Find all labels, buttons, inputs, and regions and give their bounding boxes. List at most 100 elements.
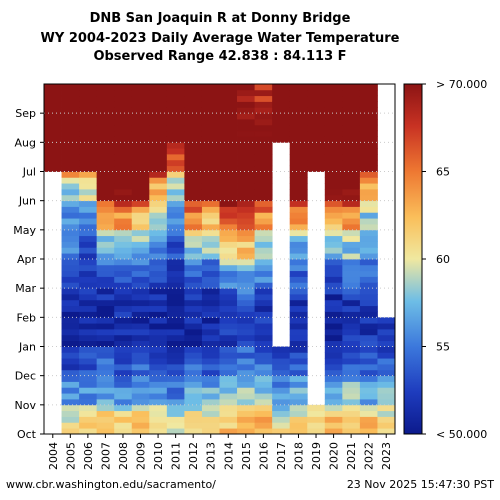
heatmap-cell (96, 264, 115, 272)
heatmap-cell (79, 159, 98, 167)
heatmap-cell (307, 130, 326, 137)
heatmap-cell (219, 95, 238, 102)
heatmap-cell (114, 410, 133, 417)
heatmap-cell (307, 148, 326, 155)
heatmap-cell (289, 340, 308, 347)
heatmap-cell (131, 171, 150, 178)
y-tick-label: Oct (17, 428, 37, 441)
heatmap-cell (166, 229, 185, 237)
heatmap-cell (166, 159, 185, 167)
heatmap-cell (272, 136, 291, 143)
heatmap-cell (307, 410, 326, 417)
heatmap-cell (237, 323, 255, 330)
heatmap-cell (324, 428, 343, 435)
heatmap-cell (254, 387, 273, 394)
heatmap-cell (79, 369, 98, 377)
heatmap-cell (166, 247, 185, 254)
heatmap-cell (79, 253, 98, 260)
heatmap-cell (219, 340, 238, 347)
heatmap-cell (96, 206, 115, 213)
heatmap-cell (289, 206, 308, 213)
heatmap-cell (377, 329, 396, 336)
heatmap-cell (96, 294, 115, 301)
heatmap-cell (61, 171, 80, 178)
heatmap-cell (289, 317, 308, 324)
heatmap-cell (149, 422, 168, 429)
heatmap-cell (184, 84, 203, 91)
heatmap-cell (96, 399, 115, 406)
heatmap-cell (201, 270, 220, 277)
heatmap-cell (324, 340, 343, 347)
heatmap-cell (359, 89, 378, 97)
heatmap-cell (201, 323, 220, 330)
heatmap-cell (79, 212, 98, 219)
heatmap-cell (114, 229, 133, 237)
heatmap-cell (219, 136, 238, 143)
heatmap-cell (96, 148, 115, 155)
heatmap-cell (254, 340, 273, 347)
heatmap-cell (201, 194, 220, 202)
heatmap-cell (289, 329, 308, 336)
heatmap-cell (324, 288, 343, 295)
heatmap-cell (324, 142, 343, 149)
footer-url[interactable]: www.cbr.washington.edu/sacramento/ (6, 478, 216, 491)
heatmap-cell (96, 136, 115, 143)
heatmap-cell (166, 194, 185, 202)
heatmap-cell (254, 229, 273, 237)
heatmap-cell (254, 95, 273, 102)
heatmap-cell (377, 334, 396, 342)
heatmap-cell (61, 107, 80, 114)
heatmap-cell (61, 177, 80, 184)
heatmap-cell (342, 212, 361, 219)
heatmap-cell (166, 346, 185, 353)
heatmap-cell (272, 119, 291, 126)
heatmap-cell (342, 381, 361, 388)
heatmap-cell (342, 200, 361, 207)
heatmap-cell (61, 189, 80, 196)
heatmap-cell (289, 270, 308, 277)
heatmap-cell (149, 264, 168, 272)
heatmap-cell (289, 399, 308, 406)
heatmap-cell (359, 218, 378, 225)
heatmap-cell (307, 107, 326, 114)
heatmap-cell (184, 241, 203, 248)
x-tick-label: 2018 (292, 442, 305, 470)
heatmap-cell (79, 177, 98, 184)
heatmap-cell (149, 171, 168, 178)
heatmap-cell (324, 154, 343, 161)
heatmap-cell (342, 95, 361, 102)
heatmap-cell (377, 346, 396, 353)
heatmap-cell (131, 212, 150, 219)
heatmap-cell (377, 410, 396, 417)
heatmap-cell (237, 142, 255, 149)
heatmap-cell (184, 206, 203, 213)
heatmap-cell (342, 358, 361, 365)
heatmap-cell (324, 375, 343, 382)
heatmap-cell (289, 159, 308, 167)
heatmap-cell (166, 259, 185, 266)
heatmap-cell (289, 253, 308, 260)
heatmap-cell (359, 329, 378, 336)
heatmap-cell (324, 364, 343, 371)
heatmap-cell (79, 399, 98, 406)
heatmap-cell (324, 200, 343, 207)
heatmap-cell (131, 200, 150, 207)
heatmap-cell (272, 346, 291, 353)
heatmap-cell (131, 305, 150, 312)
heatmap-cell (61, 159, 80, 167)
heatmap-cell (96, 89, 115, 97)
heatmap-cell (324, 224, 343, 231)
heatmap-cell (166, 393, 185, 400)
heatmap-cell (201, 428, 220, 435)
heatmap-cell (184, 369, 203, 377)
heatmap-cell (342, 235, 361, 242)
heatmap-cell (219, 119, 238, 126)
heatmap-cell (114, 259, 133, 266)
heatmap-cell (44, 113, 62, 120)
heatmap-cell (272, 107, 291, 114)
heatmap-cell (96, 323, 115, 330)
heatmap-cell (184, 235, 203, 242)
heatmap-cell (201, 130, 220, 137)
heatmap-cell (359, 95, 378, 102)
heatmap-cell (377, 352, 396, 359)
